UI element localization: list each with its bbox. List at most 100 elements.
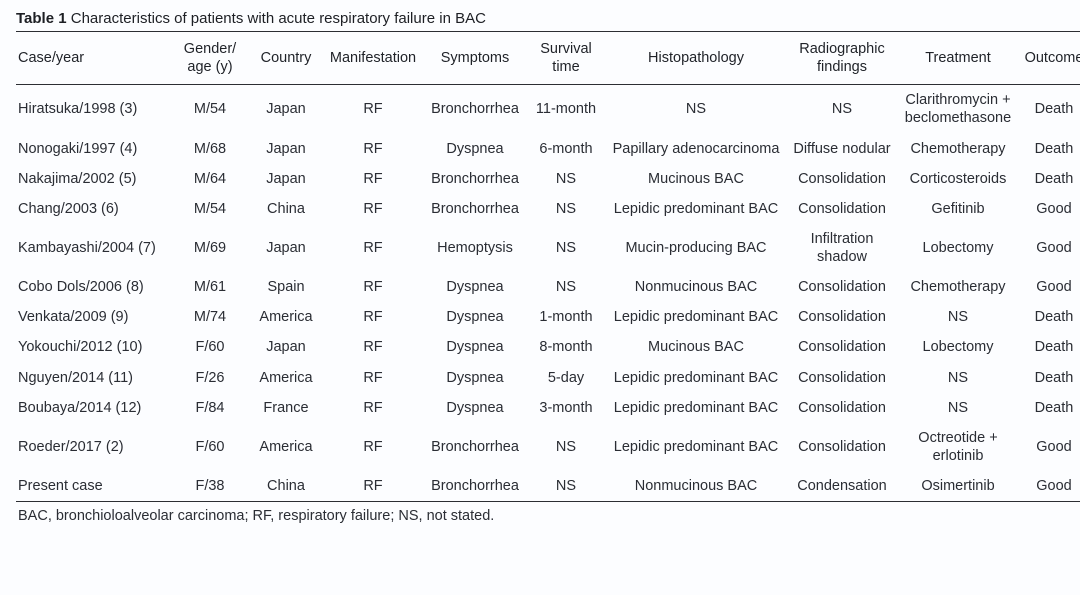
table-cell: F/60	[171, 423, 249, 471]
table-cell: France	[249, 393, 323, 423]
table-cell: Consolidation	[787, 272, 897, 302]
col-histopathology: Histopathology	[605, 32, 787, 85]
col-survival-time: Survival time	[527, 32, 605, 85]
table-cell: Consolidation	[787, 332, 897, 362]
col-case-year: Case/year	[16, 32, 171, 85]
table-cell: Present case	[16, 471, 171, 502]
table-cell: Diffuse nodular	[787, 134, 897, 164]
table-cell: RF	[323, 363, 423, 393]
table-cell: 5-day	[527, 363, 605, 393]
table-cell: Mucinous BAC	[605, 332, 787, 362]
table-cell: Lepidic predominant BAC	[605, 423, 787, 471]
table-cell: China	[249, 194, 323, 224]
table-cell: 1-month	[527, 302, 605, 332]
table-cell: NS	[527, 224, 605, 272]
table-title: Table 1 Characteristics of patients with…	[16, 10, 1068, 27]
table-cell: America	[249, 363, 323, 393]
header-row: Case/year Gender/ age (y) Country Manife…	[16, 32, 1080, 85]
col-manifestation: Manifestation	[323, 32, 423, 85]
table-cell: Papillary adenocarcinoma	[605, 134, 787, 164]
table-cell: 11-month	[527, 85, 605, 134]
table-cell: M/54	[171, 85, 249, 134]
table-cell: Japan	[249, 85, 323, 134]
table-cell: Bronchorrhea	[423, 423, 527, 471]
table-caption: Characteristics of patients with acute r…	[67, 10, 486, 27]
table-cell: Consolidation	[787, 423, 897, 471]
table-row: Venkata/2009 (9)M/74AmericaRFDyspnea1-mo…	[16, 302, 1080, 332]
table-row: Nakajima/2002 (5)M/64JapanRFBronchorrhea…	[16, 164, 1080, 194]
table-cell: Nonmucinous BAC	[605, 272, 787, 302]
col-gender-age: Gender/ age (y)	[171, 32, 249, 85]
table-row: Boubaya/2014 (12)F/84FranceRFDyspnea3-mo…	[16, 393, 1080, 423]
table-cell: Corticosteroids	[897, 164, 1019, 194]
table-cell: NS	[897, 363, 1019, 393]
table-row: Chang/2003 (6)M/54ChinaRFBronchorrheaNSL…	[16, 194, 1080, 224]
col-treatment: Treatment	[897, 32, 1019, 85]
table-cell: M/54	[171, 194, 249, 224]
table-cell: Gefitinib	[897, 194, 1019, 224]
table-label: Table 1	[16, 10, 67, 27]
table-body: Hiratsuka/1998 (3)M/54JapanRFBronchorrhe…	[16, 85, 1080, 502]
table-cell: Nonmucinous BAC	[605, 471, 787, 502]
table-cell: F/38	[171, 471, 249, 502]
table-cell: Death	[1019, 85, 1080, 134]
table-cell: Hiratsuka/1998 (3)	[16, 85, 171, 134]
table-cell: Dyspnea	[423, 332, 527, 362]
table-cell: Japan	[249, 332, 323, 362]
table-cell: RF	[323, 393, 423, 423]
table-cell: Death	[1019, 134, 1080, 164]
table-cell: 6-month	[527, 134, 605, 164]
table-cell: RF	[323, 164, 423, 194]
table-cell: Lepidic predominant BAC	[605, 194, 787, 224]
table-cell: Spain	[249, 272, 323, 302]
table-cell: NS	[527, 423, 605, 471]
table-cell: Bronchorrhea	[423, 164, 527, 194]
table-cell: Good	[1019, 423, 1080, 471]
table-cell: NS	[787, 85, 897, 134]
table-cell: Japan	[249, 224, 323, 272]
table-cell: Consolidation	[787, 393, 897, 423]
table-row: Nonogaki/1997 (4)M/68JapanRFDyspnea6-mon…	[16, 134, 1080, 164]
data-table: Case/year Gender/ age (y) Country Manife…	[16, 31, 1080, 502]
table-row: Present caseF/38ChinaRFBronchorrheaNSNon…	[16, 471, 1080, 502]
table-cell: F/84	[171, 393, 249, 423]
table-cell: NS	[527, 272, 605, 302]
table-cell: NS	[527, 471, 605, 502]
table-cell: Cobo Dols/2006 (8)	[16, 272, 171, 302]
table-cell: M/74	[171, 302, 249, 332]
table-cell: M/64	[171, 164, 249, 194]
table-cell: Lepidic predominant BAC	[605, 363, 787, 393]
table-cell: Dyspnea	[423, 302, 527, 332]
table-cell: Dyspnea	[423, 363, 527, 393]
table-cell: Death	[1019, 164, 1080, 194]
col-outcome: Outcome	[1019, 32, 1080, 85]
table-row: Yokouchi/2012 (10)F/60JapanRFDyspnea8-mo…	[16, 332, 1080, 362]
table-cell: Roeder/2017 (2)	[16, 423, 171, 471]
table-cell: Consolidation	[787, 302, 897, 332]
table-cell: RF	[323, 85, 423, 134]
table-cell: F/60	[171, 332, 249, 362]
table-cell: Bronchorrhea	[423, 471, 527, 502]
table-cell: Chemotherapy	[897, 272, 1019, 302]
table-row: Kambayashi/2004 (7)M/69JapanRFHemoptysis…	[16, 224, 1080, 272]
col-country: Country	[249, 32, 323, 85]
table-cell: Nonogaki/1997 (4)	[16, 134, 171, 164]
table-cell: RF	[323, 302, 423, 332]
table-cell: 3-month	[527, 393, 605, 423]
table-cell: Japan	[249, 134, 323, 164]
table-row: Cobo Dols/2006 (8)M/61SpainRFDyspneaNSNo…	[16, 272, 1080, 302]
table-cell: Dyspnea	[423, 272, 527, 302]
table-cell: Chang/2003 (6)	[16, 194, 171, 224]
table-cell: Venkata/2009 (9)	[16, 302, 171, 332]
table-cell: Mucin-producing BAC	[605, 224, 787, 272]
table-cell: Consolidation	[787, 164, 897, 194]
table-cell: RF	[323, 332, 423, 362]
table-row: Hiratsuka/1998 (3)M/54JapanRFBronchorrhe…	[16, 85, 1080, 134]
table-cell: Lobectomy	[897, 332, 1019, 362]
table-cell: Condensation	[787, 471, 897, 502]
table-cell: Infiltration shadow	[787, 224, 897, 272]
table-cell: Chemotherapy	[897, 134, 1019, 164]
table-cell: Dyspnea	[423, 134, 527, 164]
table-cell: RF	[323, 224, 423, 272]
table-cell: RF	[323, 194, 423, 224]
